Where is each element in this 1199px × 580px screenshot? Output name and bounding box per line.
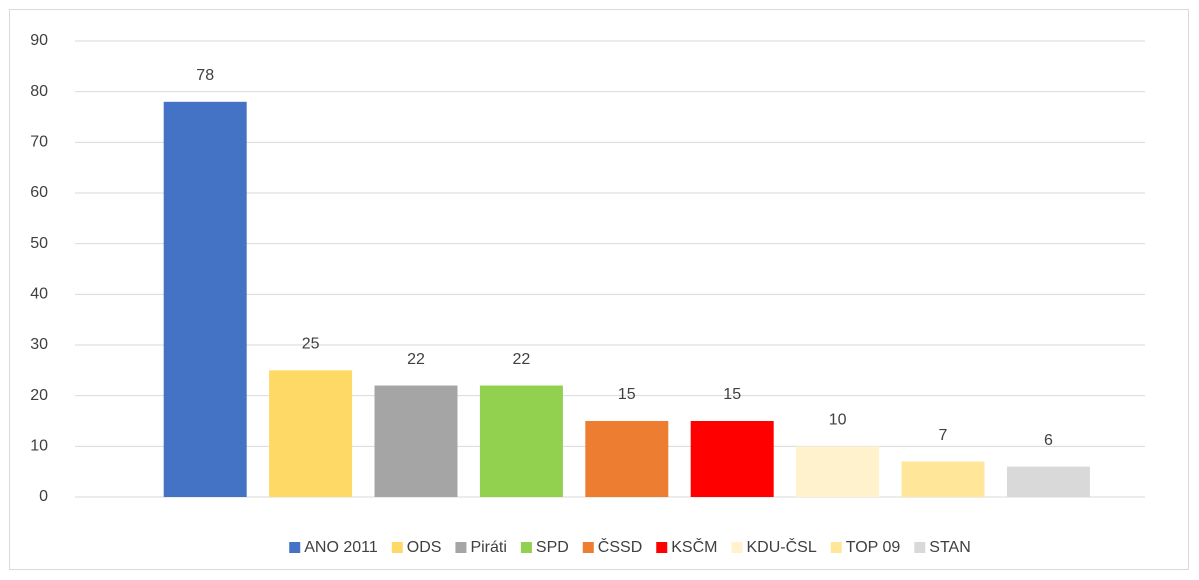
data-label: 6 [1044, 432, 1053, 449]
legend-label: KDU-ČSL [746, 537, 816, 556]
legend-label: ANO 2011 [304, 539, 378, 556]
bar [901, 461, 985, 497]
data-label: 22 [513, 351, 531, 368]
data-label: 10 [829, 412, 847, 429]
data-label: 25 [302, 336, 320, 353]
bar [1006, 466, 1090, 497]
legend-swatch [830, 542, 842, 553]
legend-swatch [582, 542, 594, 553]
data-label: 15 [618, 386, 636, 403]
legend-swatch [289, 542, 301, 553]
y-tick-label: 70 [30, 134, 48, 151]
y-tick-label: 60 [30, 184, 48, 201]
y-tick-label: 80 [30, 83, 48, 100]
data-label: 22 [407, 351, 425, 368]
y-tick-label: 10 [30, 438, 48, 455]
y-tick-label: 30 [30, 336, 48, 353]
legend-label: SPD [536, 539, 569, 556]
y-tick-label: 50 [30, 235, 48, 252]
legend-label: KSČM [671, 537, 717, 556]
y-tick-label: 20 [30, 387, 48, 404]
data-label: 78 [196, 67, 214, 84]
legend-swatch [391, 542, 403, 553]
legend-label: STAN [929, 539, 970, 556]
bar [479, 385, 563, 497]
y-tick-label: 40 [30, 286, 48, 303]
legend-swatch [520, 542, 532, 553]
y-tick-label: 90 [30, 32, 48, 49]
legend-label: TOP 09 [846, 539, 901, 556]
bar [374, 385, 458, 497]
legend-swatch [914, 542, 926, 553]
legend-label: Piráti [470, 539, 506, 556]
legend-swatch [731, 542, 743, 553]
legend-swatch [455, 542, 467, 553]
bar [163, 101, 247, 498]
bar [585, 421, 669, 497]
legend-swatch [656, 542, 668, 553]
legend-label: ČSSD [598, 537, 642, 556]
legend-label: ODS [407, 539, 442, 556]
bar [269, 370, 353, 497]
data-label: 15 [723, 386, 741, 403]
bar [796, 446, 880, 497]
y-tick-label: 0 [39, 488, 48, 505]
bar [690, 421, 774, 497]
data-label: 7 [939, 427, 948, 444]
